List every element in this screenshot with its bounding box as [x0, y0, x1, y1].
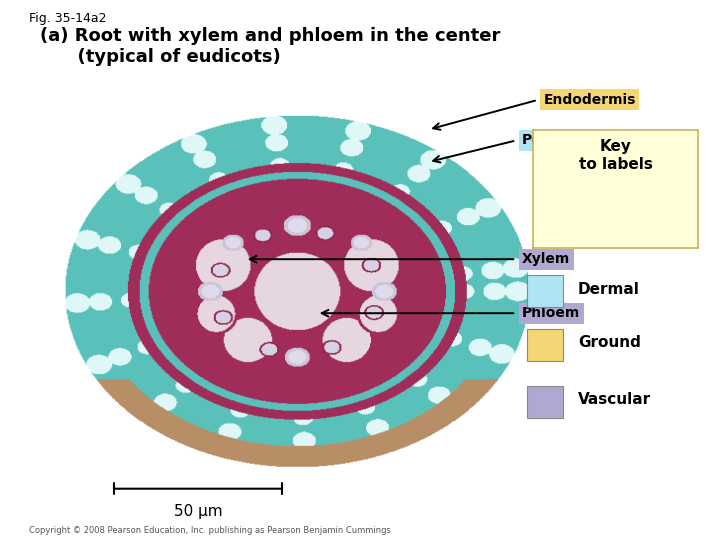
FancyBboxPatch shape: [527, 329, 563, 361]
Text: Ground: Ground: [577, 335, 641, 350]
Text: Copyright © 2008 Pearson Education, Inc. publishing as Pearson Benjamin Cummings: Copyright © 2008 Pearson Education, Inc.…: [29, 525, 391, 535]
Text: 50 μm: 50 μm: [174, 504, 222, 519]
Text: Xylem: Xylem: [522, 252, 570, 266]
FancyBboxPatch shape: [527, 386, 563, 418]
Text: (typical of eudicots): (typical of eudicots): [40, 48, 280, 65]
FancyBboxPatch shape: [527, 275, 563, 307]
Text: Key
to labels: Key to labels: [579, 139, 652, 172]
Text: Pericycle: Pericycle: [522, 133, 593, 147]
Text: Dermal: Dermal: [577, 282, 639, 297]
Text: Fig. 35-14a2: Fig. 35-14a2: [29, 12, 107, 25]
Text: Phloem: Phloem: [522, 306, 580, 320]
Text: Vascular: Vascular: [577, 393, 651, 407]
Text: Endodermis: Endodermis: [544, 93, 636, 107]
Text: (a) Root with xylem and phloem in the center: (a) Root with xylem and phloem in the ce…: [40, 27, 500, 45]
